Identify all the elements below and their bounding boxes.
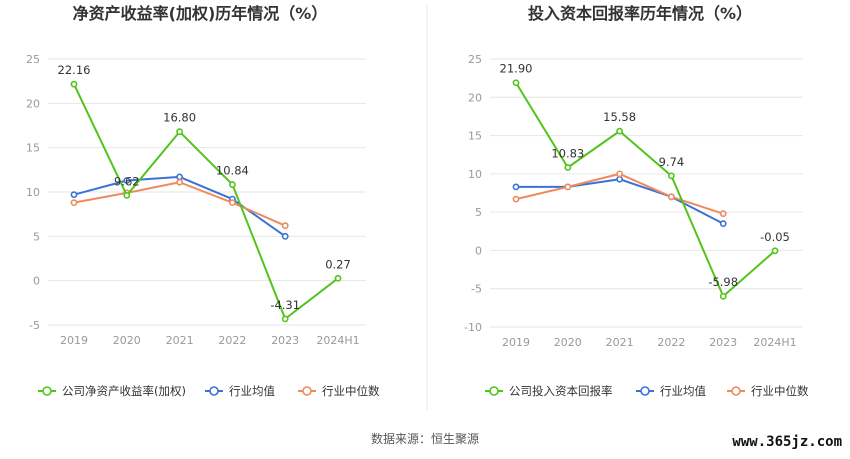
roic-legend-label: 行业中位数 xyxy=(751,384,809,398)
roic-legend-swatch-marker xyxy=(640,386,650,396)
roe-legend-label: 行业均值 xyxy=(229,384,275,398)
roe-series-1-point xyxy=(70,191,78,199)
roic-data-label: 21.90 xyxy=(500,62,533,76)
roe-series-2-point xyxy=(70,199,78,207)
roe-data-label: 16.80 xyxy=(163,111,196,125)
roe-series-line-1 xyxy=(73,175,286,238)
roic-chart-panel: 投入资本回报率历年情况（%） -10 -5 0 5 10 15 20 25 2019 2020 20… xyxy=(464,4,809,398)
roe-x-tick-label: 2023 xyxy=(271,334,299,347)
roic-data-label: -0.05 xyxy=(760,230,790,244)
roe-series-2-point xyxy=(228,199,236,207)
roic-y-tick-label: -10 xyxy=(464,321,482,334)
roe-x-tick-label: 2019 xyxy=(60,334,88,347)
roic-y-tick-label: 15 xyxy=(468,130,482,143)
roe-series-0-point xyxy=(334,274,342,282)
roe-legend-swatch-marker xyxy=(302,386,312,396)
roe-chart-legend: 公司净资产收益率(加权) 行业均值 行业中位数 xyxy=(38,384,380,398)
roic-series-0-point xyxy=(719,292,727,300)
roe-y-tick-label: 20 xyxy=(26,97,40,110)
roe-y-tick-label: 15 xyxy=(26,142,40,155)
roe-series-0-point xyxy=(70,80,78,88)
roe-series-2-point xyxy=(281,222,289,230)
roe-x-tick-label: 2022 xyxy=(218,334,246,347)
roic-y-tick-label: 20 xyxy=(468,91,482,104)
roe-legend-item-0[interactable]: 公司净资产收益率(加权) xyxy=(38,384,186,398)
roic-data-label: 10.83 xyxy=(551,147,584,161)
site-watermark: www.365jz.com xyxy=(732,434,842,450)
roic-data-label: -5.98 xyxy=(708,275,738,289)
roe-y-tick-label: 10 xyxy=(26,186,40,199)
roe-data-label: 22.16 xyxy=(58,63,91,77)
roe-chart-title: 净资产收益率(加权)历年情况（%） xyxy=(73,4,328,23)
roic-chart-legend: 公司投入资本回报率 行业均值 行业中位数 xyxy=(485,384,809,398)
roe-y-tick-label: -5 xyxy=(29,319,40,332)
roic-series-0-point xyxy=(616,127,623,135)
roe-series-line-0 xyxy=(73,83,339,320)
roic-series-2-point xyxy=(616,170,623,178)
roic-x-tick-label: 2022 xyxy=(657,336,685,349)
roic-legend-label: 行业均值 xyxy=(660,384,706,398)
roe-series-1-point xyxy=(281,232,289,240)
roe-legend-swatch-marker xyxy=(42,386,52,396)
roe-series-2-point xyxy=(176,178,183,186)
roic-data-label: 9.74 xyxy=(659,155,685,169)
roic-series-2-point xyxy=(719,210,727,218)
roe-series-0-point xyxy=(176,128,183,136)
roe-x-tick-label: 2024H1 xyxy=(316,334,359,347)
roic-series-2-point xyxy=(564,183,572,191)
roe-series-line-2 xyxy=(73,181,286,227)
roe-series-1-point xyxy=(123,177,131,184)
roic-legend-item-1[interactable]: 行业均值 xyxy=(636,384,706,398)
roe-y-tick-label: 25 xyxy=(26,53,40,66)
roic-y-tick-label: 25 xyxy=(468,53,482,66)
roic-series-2-point xyxy=(668,193,675,201)
roic-series-line-0 xyxy=(515,82,776,298)
roe-legend-label: 公司净资产收益率(加权) xyxy=(62,384,186,398)
roic-x-tick-label: 2021 xyxy=(606,336,634,349)
roe-legend-swatch-marker xyxy=(209,386,219,396)
roic-series-2-point xyxy=(512,195,520,203)
roic-legend-item-0[interactable]: 公司投入资本回报率 xyxy=(485,384,613,398)
roic-series-1-point xyxy=(512,183,520,191)
roe-series-0-point xyxy=(123,191,131,199)
roic-x-tick-label: 2024H1 xyxy=(753,336,796,349)
roe-legend-label: 行业中位数 xyxy=(322,384,380,398)
roic-x-tick-label: 2019 xyxy=(502,336,530,349)
roic-series-0-point xyxy=(564,164,572,171)
roe-data-label: -4.31 xyxy=(270,298,300,312)
roic-legend-item-2[interactable]: 行业中位数 xyxy=(727,384,809,398)
roic-y-tick-label: 5 xyxy=(475,206,482,219)
roic-legend-label: 公司投入资本回报率 xyxy=(509,384,613,398)
roic-x-tick-label: 2023 xyxy=(709,336,737,349)
roe-data-label: 0.27 xyxy=(325,257,351,271)
roic-series-1-point xyxy=(719,220,727,228)
data-source-note: 数据来源：恒生聚源 xyxy=(371,431,479,446)
roic-series-0-point xyxy=(668,172,675,180)
roe-data-label: 9.62 xyxy=(114,174,140,188)
roe-legend-item-1[interactable]: 行业均值 xyxy=(205,384,275,398)
roe-y-tick-label: 0 xyxy=(33,275,40,288)
roe-series-1-point xyxy=(176,173,183,181)
roic-data-label: 15.58 xyxy=(603,110,636,124)
roic-legend-swatch-marker xyxy=(731,386,741,396)
roe-series-0-point xyxy=(281,315,289,323)
roic-y-tick-label: -5 xyxy=(471,283,482,296)
roe-chart-panel: 净资产收益率(加权)历年情况（%） -5 0 5 10 15 20 25 2019 2020 20… xyxy=(26,4,380,398)
roic-series-1-point xyxy=(616,175,623,183)
roe-series-0-point xyxy=(228,181,236,188)
roic-series-line-1 xyxy=(516,178,724,225)
roic-y-tick-label: 0 xyxy=(475,244,482,257)
roe-data-label: 10.84 xyxy=(216,164,249,178)
roe-legend-item-2[interactable]: 行业中位数 xyxy=(298,384,380,398)
roic-series-0-point xyxy=(771,247,779,255)
roe-x-tick-label: 2021 xyxy=(166,334,194,347)
roe-x-tick-label: 2020 xyxy=(113,334,141,347)
roic-legend-swatch-marker xyxy=(489,386,499,396)
roic-y-tick-label: 10 xyxy=(468,168,482,181)
roic-chart-title: 投入资本回报率历年情况（%） xyxy=(528,4,752,23)
roic-series-0-point xyxy=(512,79,520,87)
roe-y-tick-label: 5 xyxy=(33,230,40,243)
roic-x-tick-label: 2020 xyxy=(554,336,582,349)
